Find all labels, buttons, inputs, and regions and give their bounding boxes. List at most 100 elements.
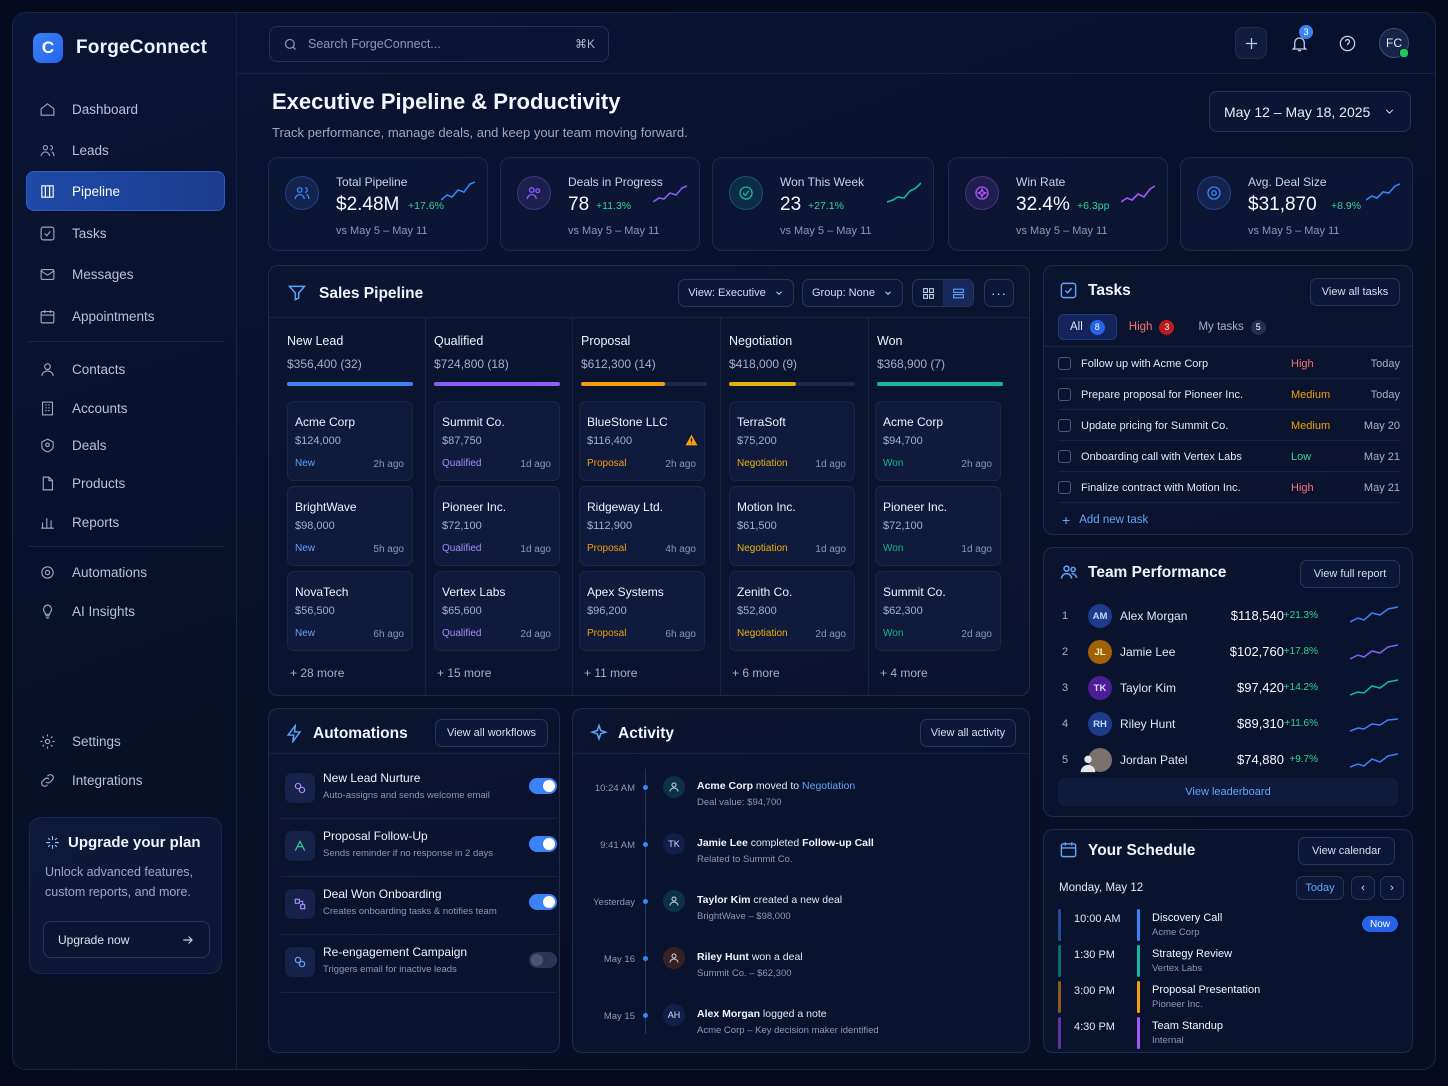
activity-item[interactable]: May 16 Riley Hunt won a deal Summit Co. … [573,942,1013,998]
date-range-picker[interactable]: May 12 – May 18, 2025 [1209,91,1411,132]
user-avatar[interactable]: FC [1379,28,1409,58]
sidebar-item-dashboard[interactable]: Dashboard [26,89,225,129]
add-button[interactable] [1235,27,1267,59]
today-button[interactable]: Today [1296,876,1344,900]
task-row[interactable]: Onboarding call with Vertex Labs Low May… [1058,442,1400,472]
activity-item[interactable]: May 15 AH Alex Morgan logged a note Acme… [573,999,1013,1055]
task-checkbox[interactable] [1058,481,1071,494]
deal-card[interactable]: Motion Inc. $61,500 Negotiation 1d ago [729,486,855,566]
activity-item[interactable]: 10:24 AM Acme Corp moved to Negotiation … [573,771,1013,827]
automation-row[interactable]: New Lead Nurture Auto-assigns and sends … [281,761,557,819]
sidebar-item-leads[interactable]: Leads [26,130,225,170]
view-all-tasks-button[interactable]: View all tasks [1310,278,1400,306]
sidebar-item-accounts[interactable]: Accounts [26,388,225,428]
help-button[interactable] [1331,27,1363,59]
automation-toggle[interactable] [529,836,557,852]
sidebar-item-pipeline[interactable]: Pipeline [26,171,225,211]
task-row[interactable]: Follow up with Acme Corp High Today [1058,349,1400,379]
member-rank: 3 [1062,682,1069,694]
deal-card[interactable]: Pioneer Inc. $72,100 Won 1d ago [875,486,1001,566]
activity-item[interactable]: 9:41 AM TK Jamie Lee completed Follow-up… [573,828,1013,884]
upgrade-now-button[interactable]: Upgrade now [43,921,210,958]
kpi-card[interactable]: Win Rate 32.4% +6.3pp vs May 5 – May 11 [948,157,1168,251]
sidebar-item-deals[interactable]: Deals [26,425,225,465]
deal-card[interactable]: BrightWave $98,000 New 5h ago [287,486,413,566]
team-member-row[interactable]: 5 Jordan Patel $74,880 +9.7% [1058,744,1398,780]
board-view-button[interactable] [943,280,973,306]
activity-item[interactable]: Yesterday Taylor Kim created a new deal … [573,885,1013,941]
tab-my-tasks[interactable]: My tasks 5 [1186,314,1277,340]
kpi-card[interactable]: Deals in Progress 78 +11.3% vs May 5 – M… [500,157,700,251]
app-logo[interactable]: C ForgeConnect [33,33,207,63]
sidebar-item-settings[interactable]: Settings [26,721,225,761]
show-more-link[interactable]: + 11 more [584,666,638,680]
sidebar-item-appointments[interactable]: Appointments [26,296,225,336]
deal-card[interactable]: NovaTech $56,500 New 6h ago [287,571,413,651]
event-time-marker [1058,909,1061,941]
view-all-workflows-button[interactable]: View all workflows [435,719,548,747]
task-checkbox[interactable] [1058,388,1071,401]
sidebar-item-messages[interactable]: Messages [26,254,225,294]
deal-card[interactable]: Acme Corp $124,000 New 2h ago [287,401,413,481]
kpi-card[interactable]: Won This Week 23 +27.1% vs May 5 – May 1… [712,157,934,251]
team-member-row[interactable]: 4 RH Riley Hunt $89,310 +11.6% [1058,708,1398,744]
deal-card[interactable]: BlueStone LLC $116,400 Proposal 2h ago [579,401,705,481]
sidebar-item-ai-insights[interactable]: AI Insights [26,591,225,631]
sidebar-item-products[interactable]: Products [26,463,225,503]
deal-card[interactable]: Apex Systems $96,200 Proposal 6h ago [579,571,705,651]
view-full-report-button[interactable]: View full report [1300,560,1400,588]
team-member-row[interactable]: 3 TK Taylor Kim $97,420 +14.2% [1058,672,1398,708]
view-calendar-button[interactable]: View calendar [1298,837,1395,865]
task-checkbox[interactable] [1058,357,1071,370]
deal-card[interactable]: Summit Co. $62,300 Won 2d ago [875,571,1001,651]
deal-card[interactable]: Ridgeway Ltd. $112,900 Proposal 4h ago [579,486,705,566]
automation-toggle[interactable] [529,894,557,910]
show-more-link[interactable]: + 28 more [290,666,345,680]
schedule-event[interactable]: 4:30 PM Team Standup Internal [1058,1017,1404,1051]
sidebar-item-automations[interactable]: Automations [26,552,225,592]
sidebar-item-integrations[interactable]: Integrations [26,760,225,800]
grid-view-button[interactable] [913,280,943,306]
schedule-event[interactable]: 10:00 AM Discovery Call Acme Corp Now [1058,909,1404,943]
deal-card[interactable]: Summit Co. $87,750 Qualified 1d ago [434,401,560,481]
next-day-button[interactable]: › [1380,876,1404,900]
deal-card[interactable]: Acme Corp $94,700 Won 2h ago [875,401,1001,481]
schedule-event[interactable]: 1:30 PM Strategy Review Vertex Labs [1058,945,1404,979]
show-more-link[interactable]: + 15 more [437,666,492,680]
sidebar-item-tasks[interactable]: Tasks [26,213,225,253]
kpi-card[interactable]: Avg. Deal Size $31,870 +8.9% vs May 5 – … [1180,157,1413,251]
view-all-activity-button[interactable]: View all activity [920,719,1016,747]
view-leaderboard-button[interactable]: View leaderboard [1058,778,1398,806]
deal-card[interactable]: Pioneer Inc. $72,100 Qualified 1d ago [434,486,560,566]
task-checkbox[interactable] [1058,450,1071,463]
kpi-card[interactable]: Total Pipeline $2.48M +17.6% vs May 5 – … [268,157,488,251]
show-more-link[interactable]: + 6 more [732,666,780,680]
view-select[interactable]: View: Executive [678,279,794,307]
more-options-button[interactable]: ··· [984,279,1014,307]
task-row[interactable]: Finalize contract with Motion Inc. High … [1058,473,1400,503]
tab-all[interactable]: All 8 [1058,314,1117,340]
sidebar-item-contacts[interactable]: Contacts [26,349,225,389]
tab-high[interactable]: High 3 [1117,314,1187,340]
automation-toggle[interactable] [529,778,557,794]
deal-card[interactable]: TerraSoft $75,200 Negotiation 1d ago [729,401,855,481]
show-more-link[interactable]: + 4 more [880,666,928,680]
prev-day-button[interactable]: ‹ [1351,876,1375,900]
automation-row[interactable]: Proposal Follow-Up Sends reminder if no … [281,819,557,877]
deal-card[interactable]: Zenith Co. $52,800 Negotiation 2d ago [729,571,855,651]
task-checkbox[interactable] [1058,419,1071,432]
task-row[interactable]: Prepare proposal for Pioneer Inc. Medium… [1058,380,1400,410]
add-task-button[interactable]: + Add new task [1062,512,1148,528]
group-select[interactable]: Group: None [802,279,903,307]
notifications-button[interactable]: 3 [1283,25,1315,59]
sidebar-item-reports[interactable]: Reports [26,502,225,542]
team-member-row[interactable]: 1 AM Alex Morgan $118,540 +21.3% [1058,600,1398,636]
team-member-row[interactable]: 2 JL Jamie Lee $102,760 +17.8% [1058,636,1398,672]
schedule-event[interactable]: 3:00 PM Proposal Presentation Pioneer In… [1058,981,1404,1015]
deal-card[interactable]: Vertex Labs $65,600 Qualified 2d ago [434,571,560,651]
automation-toggle[interactable] [529,952,557,968]
automation-row[interactable]: Re-engagement Campaign Triggers email fo… [281,935,557,993]
search-input[interactable]: Search ForgeConnect... ⌘K [269,26,609,62]
automation-row[interactable]: Deal Won Onboarding Creates onboarding t… [281,877,557,935]
task-row[interactable]: Update pricing for Summit Co. Medium May… [1058,411,1400,441]
